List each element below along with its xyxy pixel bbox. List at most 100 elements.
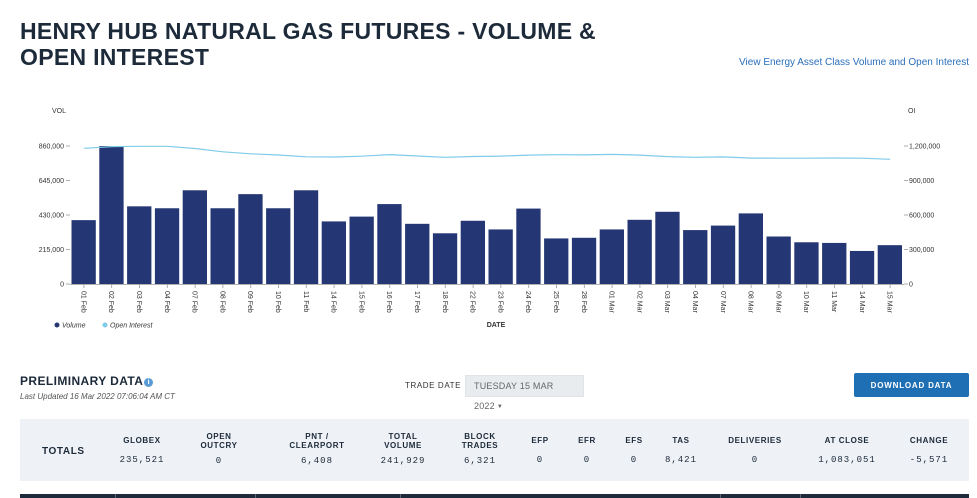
volume-bar bbox=[877, 245, 902, 284]
volume-bar bbox=[182, 190, 207, 284]
volume-bar bbox=[544, 238, 569, 284]
x-tick-label: 07 Feb bbox=[191, 291, 198, 313]
totals-row-label: TOTALS bbox=[42, 446, 85, 457]
totals-column-value: 241,929 bbox=[380, 456, 426, 466]
x-tick-label: 15 Feb bbox=[357, 291, 364, 313]
totals-column-header: DELIVERIES bbox=[728, 436, 782, 445]
totals-column-value: 0 bbox=[536, 455, 544, 465]
totals-column-header: PNT / CLEARPORT bbox=[289, 432, 345, 450]
totals-column: EFP 0 bbox=[490, 436, 590, 465]
x-tick-label: 02 Mar bbox=[635, 291, 642, 313]
y2-axis-title: OI bbox=[908, 108, 915, 115]
volume-bar bbox=[738, 213, 763, 284]
y2-tick-label: 300,000 bbox=[909, 247, 934, 254]
info-icon[interactable]: i bbox=[144, 378, 154, 387]
trade-date-select[interactable]: TUESDAY 15 MAR 2022 ▼ bbox=[465, 375, 584, 411]
volume-bar bbox=[377, 204, 402, 284]
totals-column: PNT / CLEARPORT 6,408 bbox=[267, 432, 367, 466]
volume-bar bbox=[127, 206, 152, 284]
trade-date-label: TRADE DATE bbox=[405, 381, 462, 390]
x-tick-label: 22 Feb bbox=[469, 291, 476, 313]
x-tick-label: 15 Mar bbox=[886, 291, 893, 313]
x-tick-label: 14 Mar bbox=[858, 291, 865, 313]
totals-column-value: 0 bbox=[630, 455, 638, 465]
totals-column-header: BLOCK TRADES bbox=[461, 432, 499, 450]
chart-svg: VOL OI 0 215,000 430,000 645,000 860,000 0 300,0… bbox=[39, 108, 941, 330]
x-tick-label: 14 Feb bbox=[330, 291, 337, 313]
x-tick-label: 24 Feb bbox=[524, 291, 531, 313]
totals-column: DELIVERIES 0 bbox=[705, 436, 805, 465]
x-tick-label: 08 Feb bbox=[218, 291, 225, 313]
legend-oi-label: Open Interest bbox=[110, 323, 153, 330]
totals-column: OPEN OUTCRY 0 bbox=[169, 432, 269, 466]
volume-bar bbox=[405, 223, 430, 284]
totals-column-header: EFS bbox=[625, 436, 643, 445]
volume-bar bbox=[71, 220, 96, 284]
x-tick-label: 17 Feb bbox=[413, 291, 420, 313]
x-tick-label: 25 Feb bbox=[552, 291, 559, 313]
volume-bar bbox=[599, 229, 624, 284]
totals-column: TAS 8,421 bbox=[631, 436, 731, 465]
totals-column-value: 0 bbox=[583, 455, 591, 465]
totals-column: BLOCK TRADES 6,321 bbox=[430, 432, 530, 466]
volume-bar bbox=[238, 194, 263, 284]
download-data-button[interactable]: DOWNLOAD DATA bbox=[854, 373, 969, 397]
volume-bar bbox=[710, 225, 736, 284]
y2-tick-label: 1,200,000 bbox=[909, 144, 940, 151]
energy-volume-oi-link[interactable]: View Energy Asset Class Volume and Open … bbox=[739, 57, 969, 68]
x-tick-label: 09 Mar bbox=[774, 291, 781, 313]
volume-bar bbox=[516, 208, 541, 284]
volume-bar bbox=[571, 237, 597, 284]
totals-column-header: TAS bbox=[672, 436, 690, 445]
totals-column: AT CLOSE 1,083,051 bbox=[797, 436, 897, 465]
preliminary-data-heading: PRELIMINARY DATA i bbox=[20, 374, 154, 388]
totals-column: GLOBEX 235,521 bbox=[92, 436, 192, 465]
volume-bar bbox=[154, 208, 180, 284]
totals-column: EFS 0 bbox=[584, 436, 684, 465]
totals-column-value: 0 bbox=[751, 455, 759, 465]
totals-column: CHANGE -5,571 bbox=[879, 436, 977, 465]
totals-column-value: 0 bbox=[215, 456, 223, 466]
x-tick-label: 10 Mar bbox=[802, 291, 809, 313]
last-updated-text: Last Updated 16 Mar 2022 07:06:04 AM CT bbox=[20, 392, 175, 401]
trade-date-value: TUESDAY 15 MAR 2022 bbox=[474, 381, 554, 411]
totals-column-value: 8,421 bbox=[664, 455, 697, 465]
totals-column-value: 6,321 bbox=[463, 456, 496, 466]
volume-bar bbox=[766, 236, 791, 284]
totals-column: TOTAL VOLUME 241,929 bbox=[353, 432, 453, 466]
x-tick-label: 11 Feb bbox=[302, 291, 309, 312]
x-tick-label: 28 Feb bbox=[580, 291, 587, 313]
table-header-strip bbox=[20, 494, 969, 498]
x-tick-label: 09 Feb bbox=[246, 291, 253, 313]
totals-column-header: GLOBEX bbox=[123, 436, 161, 445]
totals-column-value: 1,083,051 bbox=[818, 455, 876, 465]
volume-bar bbox=[627, 219, 652, 284]
y-tick-label: 430,000 bbox=[39, 213, 64, 220]
x-tick-label: 04 Mar bbox=[691, 291, 698, 313]
totals-column-value: 6,408 bbox=[300, 456, 333, 466]
x-tick-label: 11 Mar bbox=[830, 291, 837, 313]
totals-column-value: -5,571 bbox=[909, 455, 949, 465]
x-tick-label: 01 Feb bbox=[79, 291, 86, 313]
x-tick-label: 16 Feb bbox=[385, 291, 392, 313]
totals-column-value: 235,521 bbox=[119, 455, 165, 465]
x-tick-label: 08 Mar bbox=[747, 291, 754, 313]
volume-bar bbox=[794, 242, 819, 284]
totals-column-header: EFR bbox=[578, 436, 596, 445]
x-axis-title: DATE bbox=[487, 322, 506, 329]
volume-bar bbox=[460, 220, 485, 284]
volume-bar bbox=[321, 221, 346, 284]
chevron-down-icon: ▼ bbox=[496, 404, 503, 410]
y-tick-label: 0 bbox=[60, 282, 64, 289]
legend-volume-label: Volume bbox=[62, 323, 86, 330]
x-tick-label: 01 Mar bbox=[608, 291, 615, 313]
y2-tick-label: 0 bbox=[909, 282, 913, 289]
x-tick-label: 07 Mar bbox=[719, 291, 726, 313]
volume-bar bbox=[210, 208, 235, 284]
volume-bar bbox=[266, 208, 291, 284]
volume-oi-chart: VOL OI 0 215,000 430,000 645,000 860,000 0 300,0… bbox=[0, 95, 977, 340]
y-tick-label: 860,000 bbox=[39, 144, 64, 151]
page-title: HENRY HUB NATURAL GAS FUTURES - VOLUME &… bbox=[20, 18, 596, 70]
x-tick-label: 04 Feb bbox=[163, 291, 170, 313]
totals-table: TOTALS GLOBEX 235,521 OPEN OUTCRY 0 PNT / CLEA… bbox=[20, 419, 969, 481]
